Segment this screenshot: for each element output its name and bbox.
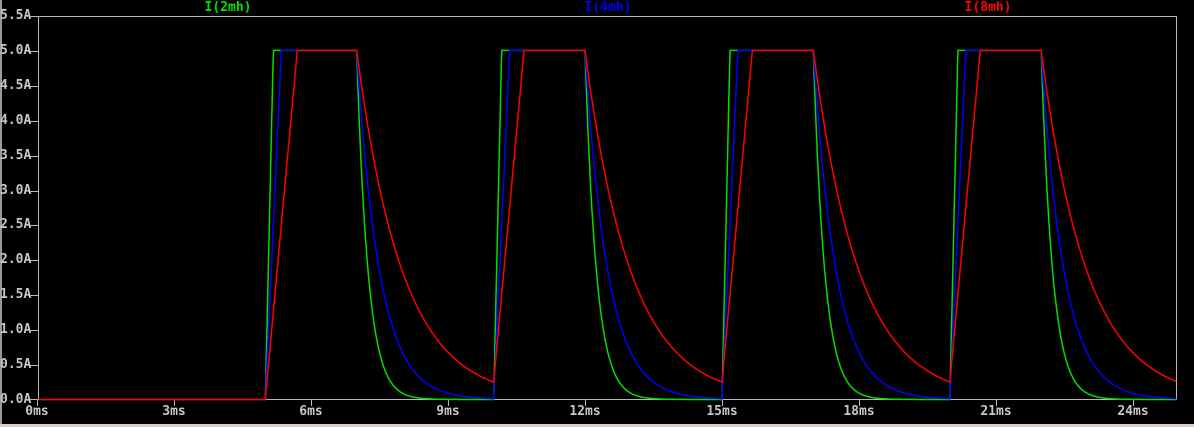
y-tick [30,295,38,296]
legend-label-i4mh[interactable]: I(4mh) [584,0,632,15]
y-tick-label: 0.5A [0,357,32,372]
legend-label-i8mh[interactable]: I(8mh) [964,0,1012,15]
y-tick-label: 3.5A [0,148,32,163]
y-tick [30,191,38,192]
x-tick [311,400,312,406]
y-tick [30,399,38,400]
y-tick-label: 5.0A [0,43,32,58]
x-tick [174,400,175,406]
plot-pane[interactable] [38,16,1177,400]
y-tick-label: 1.5A [0,287,32,302]
x-tick-label: 15ms [706,404,738,419]
y-tick-label: 2.5A [0,217,32,232]
x-tick-label: 12ms [569,404,601,419]
y-tick [30,260,38,261]
y-tick [30,330,38,331]
x-tick [1133,400,1134,406]
x-tick-label: 21ms [980,404,1012,419]
x-tick-label: 6ms [299,404,323,419]
y-tick [30,225,38,226]
x-tick [585,400,586,406]
trace-i4mh [38,49,1177,401]
y-tick [30,51,38,52]
trace-i8mh [38,49,1177,401]
x-tick [722,400,723,406]
window-bottom-strip [0,424,1194,427]
y-tick-label: 0.0A [0,392,32,407]
y-tick-label: 4.0A [0,113,32,128]
y-tick-label: 1.0A [0,322,32,337]
y-tick-label: 4.5A [0,78,32,93]
x-tick [448,400,449,406]
y-tick-label: 5.5A [0,8,32,23]
x-tick [859,400,860,406]
x-tick [37,400,38,406]
x-tick-label: 3ms [162,404,186,419]
x-tick-label: 0ms [25,404,49,419]
y-tick [30,365,38,366]
x-tick-label: 18ms [843,404,875,419]
x-tick-label: 24ms [1117,404,1149,419]
y-tick [30,121,38,122]
y-tick-label: 3.0A [0,183,32,198]
trace-i2mh [38,49,1177,401]
y-tick [30,156,38,157]
x-tick-label: 9ms [436,404,460,419]
y-tick [30,16,38,17]
legend-label-i2mh[interactable]: I(2mh) [204,0,252,15]
y-tick-label: 2.0A [0,252,32,267]
y-tick [30,86,38,87]
window-left-edge [0,0,2,427]
x-tick [996,400,997,406]
